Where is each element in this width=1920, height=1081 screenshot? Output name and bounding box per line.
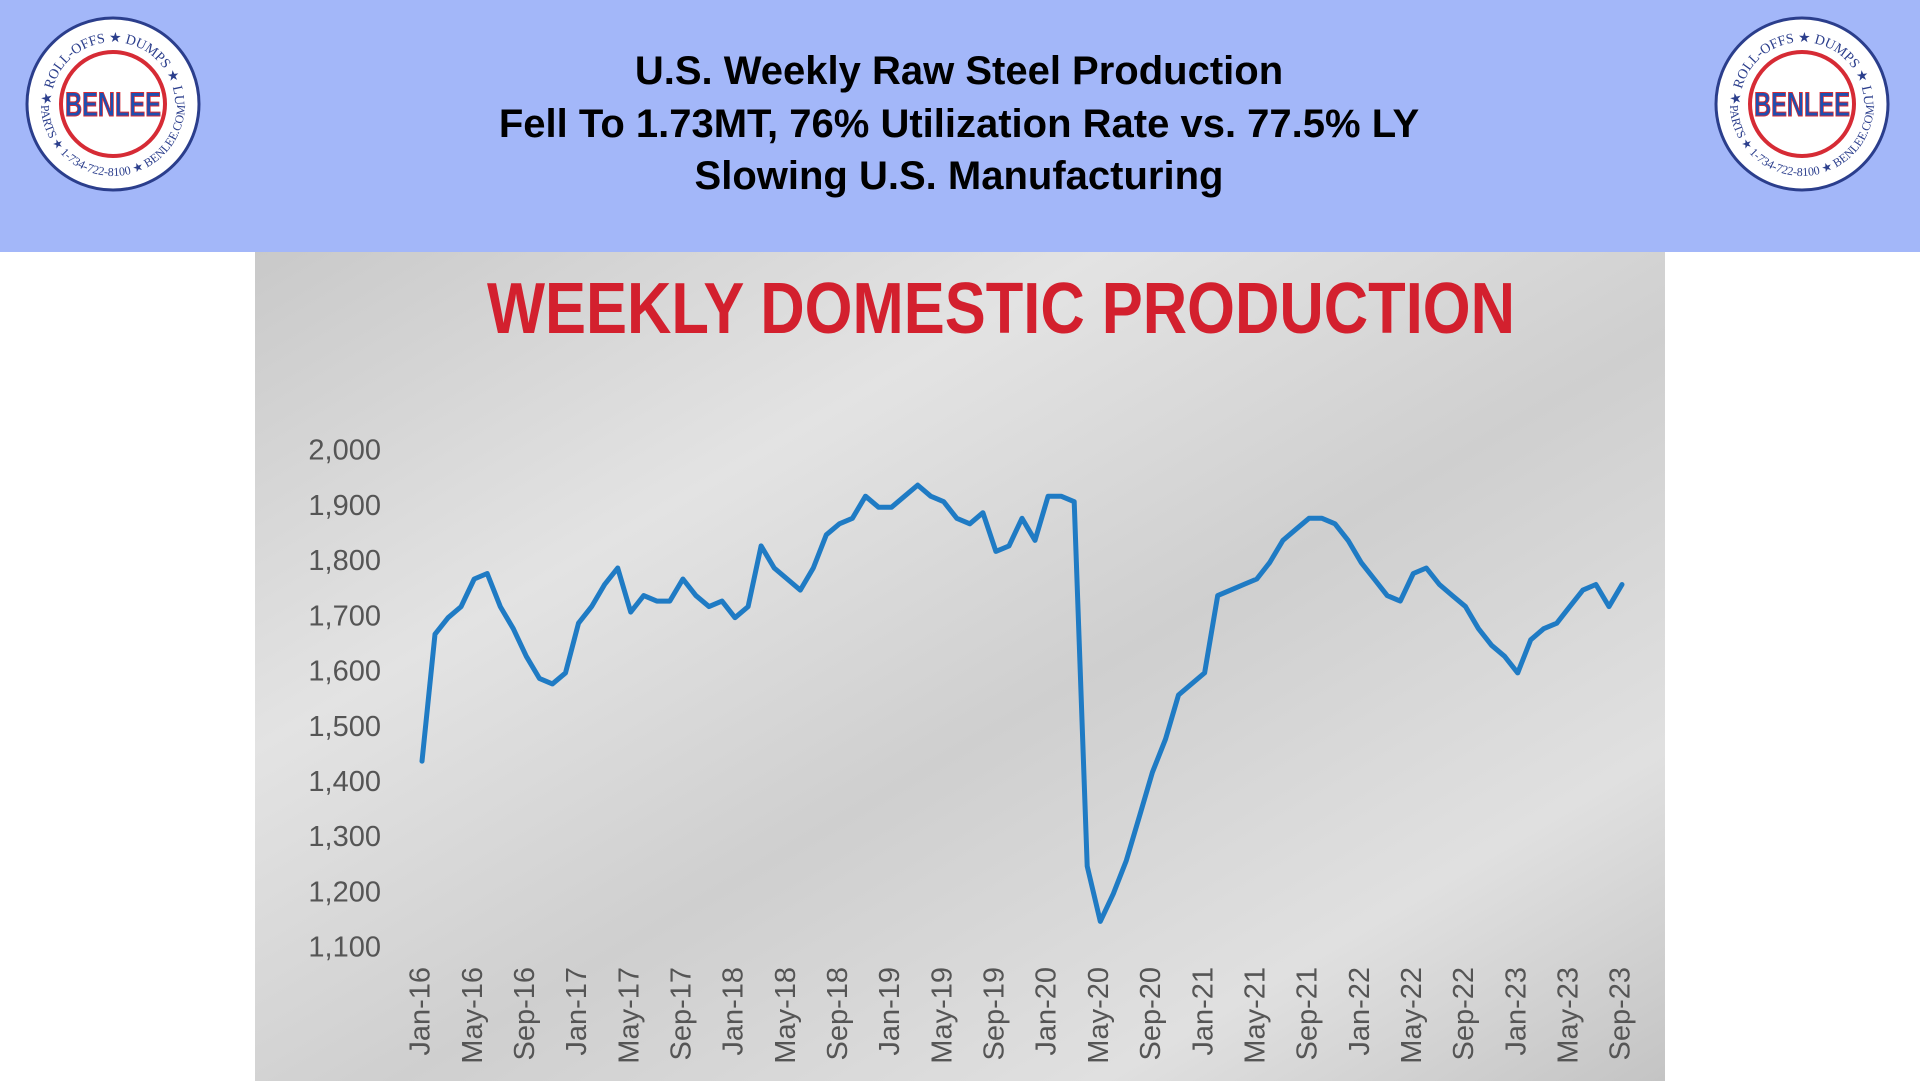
x-tick-label: May-21	[1239, 967, 1271, 1064]
y-tick-label: 1,600	[308, 656, 381, 688]
chart-title: WEEKLY DOMESTIC PRODUCTION	[487, 269, 1515, 349]
x-tick-label: Sep-20	[1135, 967, 1167, 1061]
x-tick-label: Sep-21	[1292, 967, 1324, 1061]
y-tick-label: 2,000	[308, 435, 381, 467]
x-tick-label: Sep-22	[1448, 967, 1480, 1061]
x-tick-label: May-18	[770, 967, 802, 1064]
x-tick-label: Sep-18	[822, 967, 854, 1061]
x-tick-label: Jan-22	[1344, 967, 1376, 1056]
header-title: Slowing U.S. Manufacturing	[695, 154, 1224, 198]
x-tick-label: Jan-21	[1187, 967, 1219, 1056]
x-tick-label: May-19	[926, 967, 958, 1064]
x-tick-label: Jan-19	[874, 967, 906, 1056]
header-band	[0, 0, 1920, 252]
x-tick-label: Jan-20	[1031, 967, 1063, 1056]
y-tick-label: 1,400	[308, 766, 381, 798]
header-title: Fell To 1.73MT, 76% Utilization Rate vs.…	[499, 102, 1420, 146]
x-tick-label: May-16	[457, 967, 489, 1064]
header-title: U.S. Weekly Raw Steel Production	[635, 49, 1283, 93]
data-line	[419, 482, 1625, 924]
x-tick-label: May-17	[613, 967, 645, 1064]
x-tick-label: Sep-23	[1605, 967, 1637, 1061]
x-tick-label: Jan-17	[561, 967, 593, 1056]
y-tick-label: 1,800	[308, 545, 381, 577]
y-tick-label: 1,500	[308, 711, 381, 743]
plot: 1,100 1,200 1,300 1,400 1,500 1,600 1,700 1,800…	[308, 435, 1636, 1064]
x-tick-label: Sep-19	[979, 967, 1011, 1061]
x-tick-label: May-20	[1083, 967, 1115, 1064]
logo-brand: BENLEE	[1754, 86, 1850, 124]
y-tick-label: 1,900	[308, 490, 381, 522]
x-tick-label: Sep-17	[666, 967, 698, 1061]
logo: TARPS ★ ROLL-OFFS ★ DUMPS ★ LUGGERS PART…	[25, 16, 201, 192]
x-tick-label: May-23	[1552, 967, 1584, 1064]
x-tick-label: Sep-16	[509, 967, 541, 1061]
x-tick-label: Jan-18	[718, 967, 750, 1056]
x-tick-label: May-22	[1396, 967, 1428, 1064]
logo-brand: BENLEE	[65, 86, 161, 124]
y-tick-label: 1,200	[308, 876, 381, 908]
x-tick-label: Jan-16	[405, 967, 437, 1056]
y-tick-label: 1,700	[308, 600, 381, 632]
chart-background	[255, 252, 1665, 1081]
y-tick-label: 1,300	[308, 821, 381, 853]
y-tick-label: 1,100	[308, 932, 381, 964]
logo: TARPS ★ ROLL-OFFS ★ DUMPS ★ LUGGERS PART…	[1714, 16, 1890, 192]
x-tick-label: Jan-23	[1500, 967, 1532, 1056]
